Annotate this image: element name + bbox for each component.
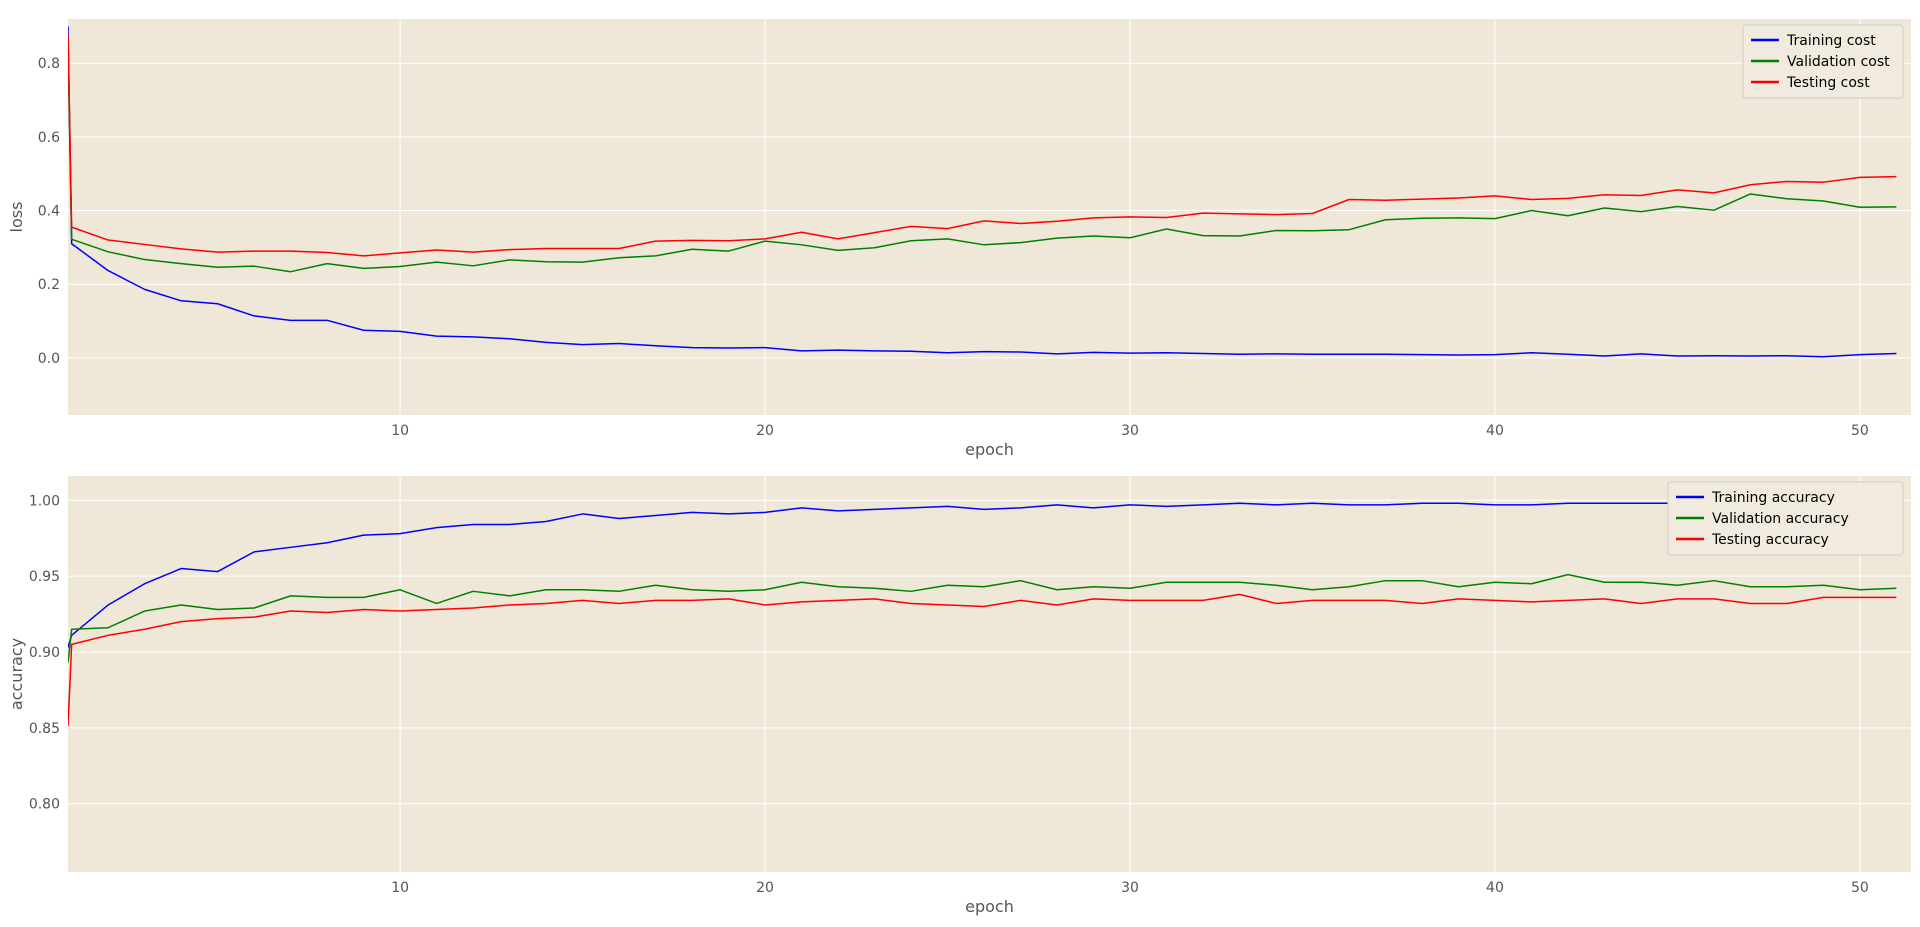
- series-line-testing-accuracy: [68, 593, 1897, 727]
- y-tick-label: 0.95: [29, 569, 60, 585]
- series-line-training-accuracy: [68, 501, 1897, 648]
- y-tick-label: 0.4: [38, 204, 60, 220]
- y-tick-label: 0.6: [38, 130, 60, 146]
- legend-box: [1742, 24, 1904, 99]
- legend-label: Training cost: [1786, 33, 1876, 49]
- y-tick-label: 0.80: [29, 797, 60, 813]
- legend-box: [1667, 481, 1904, 556]
- x-axis-label: epoch: [965, 440, 1014, 459]
- legend-label: Testing accuracy: [1711, 532, 1829, 548]
- series-line-testing-cost: [68, 33, 1897, 257]
- series-line-validation-accuracy: [68, 573, 1897, 663]
- y-tick-label: 0.90: [29, 645, 60, 661]
- y-axis-label: accuracy: [7, 638, 26, 710]
- accuracy-panel: 10 20 30 40 50 0.80 0.85 0.90 0.95 1.00 epoch accur…: [7, 476, 1911, 916]
- x-tick-label: 10: [391, 880, 409, 896]
- x-tick-label: 50: [1851, 423, 1869, 439]
- x-tick-label: 40: [1486, 880, 1504, 896]
- legend-label: Validation cost: [1787, 54, 1890, 70]
- loss-panel: 10 20 30 40 50 0.0 0.2 0.4 0.6 0.8 epoch loss Traini…: [7, 19, 1911, 459]
- legend: Training accuracy Validation accuracy Test…: [1667, 481, 1904, 556]
- series-group: [68, 26, 1897, 358]
- plot-background: [68, 476, 1911, 872]
- series-group: [68, 501, 1897, 727]
- series-line-validation-cost: [68, 48, 1897, 273]
- y-tick-label: 0.2: [38, 277, 60, 293]
- x-tick-label: 40: [1486, 423, 1504, 439]
- x-tick-label: 50: [1851, 880, 1869, 896]
- y-tick-label: 0.85: [29, 721, 60, 737]
- legend-label: Testing cost: [1786, 75, 1870, 91]
- legend: Training cost Validation cost Testing cost: [1742, 24, 1904, 99]
- plot-background: [68, 19, 1911, 415]
- x-tick-label: 20: [756, 880, 774, 896]
- y-axis-label: loss: [7, 202, 26, 233]
- y-tick-label: 0.0: [38, 351, 60, 367]
- y-tick-label: 0.8: [38, 56, 60, 72]
- series-line-training-cost: [68, 26, 1897, 358]
- y-tick-label: 1.00: [29, 493, 60, 509]
- x-tick-label: 10: [391, 423, 409, 439]
- x-tick-label: 30: [1121, 423, 1139, 439]
- x-tick-label: 30: [1121, 880, 1139, 896]
- legend-label: Validation accuracy: [1712, 511, 1849, 527]
- x-tick-label: 20: [756, 423, 774, 439]
- legend-label: Training accuracy: [1711, 490, 1835, 506]
- x-axis-label: epoch: [965, 897, 1014, 916]
